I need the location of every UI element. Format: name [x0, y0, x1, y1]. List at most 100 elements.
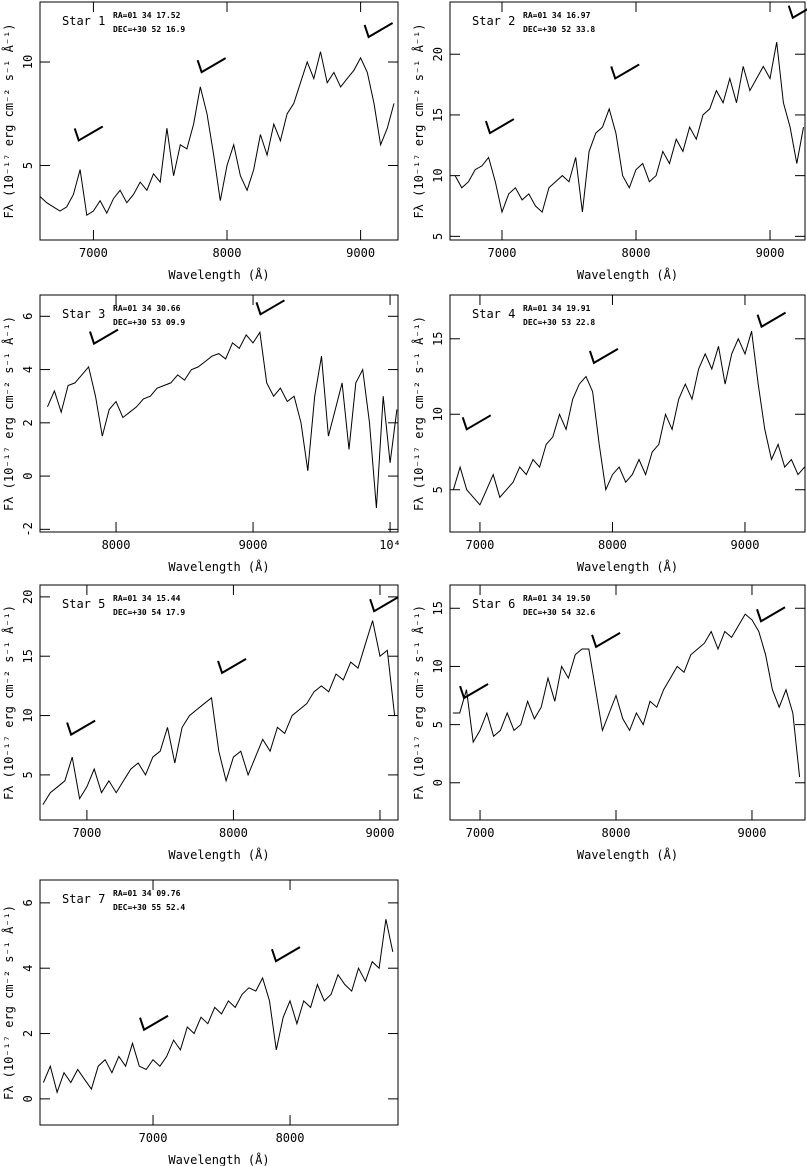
- y-axis-label: Fλ (10⁻¹⁷ erg cm⁻² s⁻¹ Å⁻¹): [1, 23, 16, 218]
- y-tick-label: 5: [21, 162, 35, 169]
- dec-label: DEC=+30 55 52.4: [113, 903, 185, 912]
- y-axis-label: Fλ (10⁻¹⁷ erg cm⁻² s⁻¹ Å⁻¹): [411, 23, 426, 218]
- y-tick-label: 10: [431, 659, 445, 673]
- plot-frame: [449, 1, 806, 241]
- x-tick-label: 7000: [465, 538, 494, 552]
- x-tick-label: 8000: [622, 246, 651, 260]
- ra-label: RA=01 34 16.97: [523, 11, 591, 20]
- x-axis-label: Wavelength (Å): [577, 559, 678, 574]
- ra-label: RA=01 34 19.50: [523, 594, 591, 603]
- ra-label: RA=01 34 30.66: [113, 304, 181, 313]
- y-axis-label: Fλ (10⁻¹⁷ erg cm⁻² s⁻¹ Å⁻¹): [411, 316, 426, 511]
- x-tick-label: 8000: [598, 538, 627, 552]
- y-tick-label: 4: [21, 965, 35, 972]
- panel: 8000 9000 10⁴ -2 0 2 4 6 Wavelength (Å) Fλ (10⁻¹⁷…: [1, 294, 401, 574]
- y-tick-label: 15: [431, 332, 445, 346]
- x-axis-label: Wavelength (Å): [168, 847, 269, 862]
- band-marker: [787, 5, 807, 20]
- x-tick-label: 8000: [213, 246, 242, 260]
- y-tick-label: 10: [431, 407, 445, 421]
- x-tick-label: 7000: [79, 246, 108, 260]
- panel-title: Star 4: [472, 307, 515, 321]
- y-axis-label: Fλ (10⁻¹⁷ erg cm⁻² s⁻¹ Å⁻¹): [1, 905, 16, 1100]
- x-tick-label: 8000: [219, 826, 248, 840]
- y-tick-label: 6: [21, 313, 35, 320]
- y-axis-label: Fλ (10⁻¹⁷ erg cm⁻² s⁻¹ Å⁻¹): [411, 605, 426, 800]
- band-marker: [271, 946, 301, 963]
- panel: 7000 8000 0 2 4 6 Wavelength (Å) Fλ (10⁻¹⁷ erg …: [1, 879, 399, 1166]
- band-marker: [255, 299, 285, 316]
- x-tick-label: 8000: [602, 826, 631, 840]
- y-tick-label: 20: [21, 590, 35, 604]
- band-marker: [484, 118, 515, 135]
- panel: 7000 8000 9000 5 10 Wavelength (Å) Fλ (10⁻¹⁷ e…: [1, 1, 399, 282]
- panel-title: Star 3: [62, 307, 105, 321]
- panel-title: Star 2: [472, 14, 515, 28]
- band-marker: [369, 596, 399, 613]
- y-tick-label: 5: [431, 721, 445, 728]
- x-tick-label: 8000: [102, 538, 131, 552]
- x-tick-label: 9000: [738, 826, 767, 840]
- y-tick-label: 2: [21, 1030, 35, 1037]
- x-tick-label: 9000: [239, 538, 268, 552]
- y-tick-label: 5: [431, 486, 445, 493]
- ra-label: RA=01 34 09.76: [113, 889, 181, 898]
- x-tick-label: 10⁴: [379, 538, 401, 552]
- x-tick-label: 7000: [488, 246, 517, 260]
- plot-frame: [449, 294, 806, 533]
- panel: 7000 8000 9000 5 10 15 Wavelength (Å) Fλ (10⁻¹⁷…: [411, 294, 806, 574]
- plot-frame: [39, 294, 399, 533]
- dec-label: DEC=+30 54 17.9: [113, 608, 185, 617]
- band-marker: [89, 328, 119, 346]
- spectrum-line: [452, 613, 801, 778]
- ra-label: RA=01 34 19.91: [523, 304, 591, 313]
- y-tick-label: 10: [21, 55, 35, 69]
- x-tick-label: 7000: [139, 1131, 168, 1145]
- y-tick-label: 0: [21, 472, 35, 479]
- band-marker: [73, 125, 104, 142]
- y-tick-label: 5: [21, 771, 35, 778]
- spectrum-line: [452, 331, 805, 506]
- spectrum-line: [454, 42, 804, 214]
- dec-label: DEC=+30 52 16.9: [113, 25, 185, 34]
- y-tick-label: 6: [21, 899, 35, 906]
- x-tick-label: 7000: [72, 826, 101, 840]
- plot-frame: [39, 879, 399, 1126]
- spectrum-line: [42, 919, 394, 1095]
- x-axis-label: Wavelength (Å): [577, 267, 678, 282]
- plot-frame: [39, 584, 399, 821]
- dec-label: DEC=+30 54 32.6: [523, 608, 595, 617]
- y-tick-label: 4: [21, 366, 35, 373]
- spectrum-line: [42, 620, 396, 805]
- dec-label: DEC=+30 52 33.8: [523, 25, 595, 34]
- x-tick-label: 7000: [466, 826, 495, 840]
- x-tick-label: 9000: [346, 246, 375, 260]
- spectrum-line: [39, 51, 395, 217]
- panel-title: Star 6: [472, 597, 515, 611]
- x-axis-label: Wavelength (Å): [168, 559, 269, 574]
- band-marker: [217, 658, 247, 675]
- y-tick-label: -2: [21, 522, 35, 536]
- plot-frame: [39, 1, 399, 241]
- band-marker: [139, 1014, 169, 1032]
- y-tick-label: 10: [21, 708, 35, 722]
- band-marker: [756, 311, 787, 329]
- band-marker: [610, 63, 640, 80]
- band-marker: [591, 631, 621, 649]
- y-tick-label: 5: [431, 233, 445, 240]
- band-marker: [66, 719, 96, 737]
- dec-label: DEC=+30 53 09.9: [113, 318, 185, 327]
- x-axis-label: Wavelength (Å): [168, 1152, 269, 1166]
- y-axis-label: Fλ (10⁻¹⁷ erg cm⁻² s⁻¹ Å⁻¹): [1, 605, 16, 800]
- band-marker: [588, 348, 619, 365]
- band-marker: [196, 57, 227, 74]
- panel: 7000 8000 9000 5 10 15 20 Wavelength (Å) Fλ (10⁻…: [411, 1, 807, 282]
- spectrum-line: [47, 330, 398, 509]
- x-tick-label: 8000: [276, 1131, 305, 1145]
- y-axis-label: Fλ (10⁻¹⁷ erg cm⁻² s⁻¹ Å⁻¹): [1, 316, 16, 511]
- ra-label: RA=01 34 15.44: [113, 594, 181, 603]
- y-tick-label: 20: [431, 47, 445, 61]
- band-marker: [363, 22, 394, 39]
- y-tick-label: 0: [21, 1095, 35, 1102]
